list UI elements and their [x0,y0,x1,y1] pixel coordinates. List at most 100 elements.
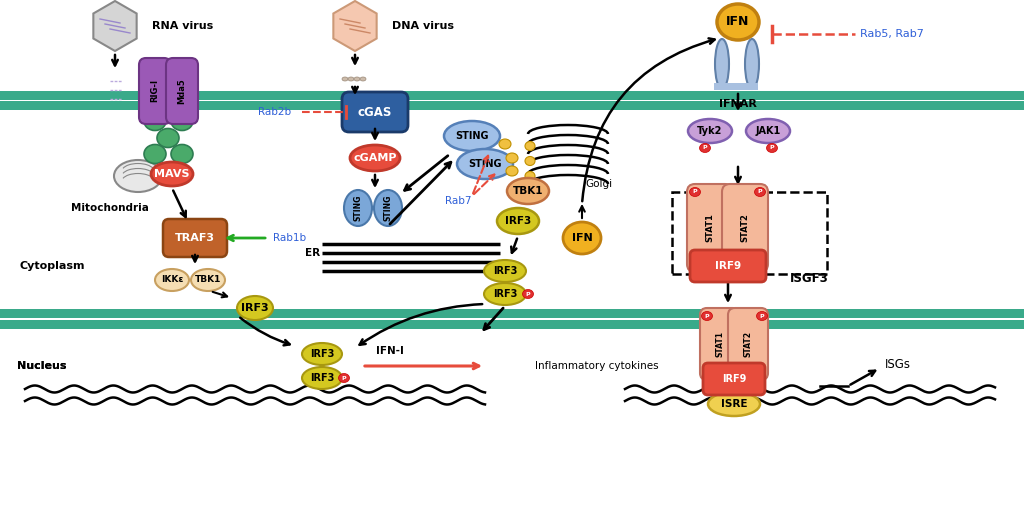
Text: TBK1: TBK1 [513,186,544,196]
Text: STAT2: STAT2 [743,331,753,357]
Text: STAT2: STAT2 [740,214,750,242]
Text: P: P [702,146,708,150]
Ellipse shape [755,187,766,197]
Ellipse shape [354,77,360,81]
Ellipse shape [171,145,193,164]
FancyBboxPatch shape [342,92,408,132]
Ellipse shape [689,187,700,197]
Ellipse shape [339,373,349,382]
Text: RNA virus: RNA virus [152,21,213,31]
Text: IFN: IFN [571,233,592,243]
Ellipse shape [374,190,402,226]
Text: STAT1: STAT1 [716,331,725,357]
Ellipse shape [525,141,535,150]
Text: JAK1: JAK1 [756,126,780,136]
Text: TRAF3: TRAF3 [175,233,215,243]
Text: STAT1: STAT1 [706,214,715,242]
Text: IRF3: IRF3 [505,216,531,226]
Text: IRF3: IRF3 [493,289,517,299]
Ellipse shape [715,39,729,89]
FancyBboxPatch shape [703,363,765,395]
Text: IRF3: IRF3 [310,349,334,359]
Text: P: P [525,291,530,297]
Text: RIG-I: RIG-I [151,79,160,103]
Text: IRF3: IRF3 [310,373,334,383]
FancyBboxPatch shape [687,184,733,272]
Text: Cytoplasm: Cytoplasm [19,261,85,271]
Text: P: P [770,146,774,150]
Ellipse shape [506,153,518,163]
Ellipse shape [525,171,535,180]
Text: ER: ER [305,248,321,258]
Text: P: P [342,376,346,380]
Ellipse shape [348,77,354,81]
Text: IFNAR: IFNAR [719,99,757,109]
Text: P: P [692,189,697,195]
Text: Rab2b: Rab2b [258,107,292,117]
Text: P: P [758,189,762,195]
Text: IRF9: IRF9 [715,261,741,271]
Text: Golgi: Golgi [585,179,612,189]
FancyBboxPatch shape [163,219,227,257]
Text: IRF3: IRF3 [493,266,517,276]
Text: STING: STING [353,195,362,221]
Ellipse shape [302,343,342,365]
Bar [0,102,1024,110]
Ellipse shape [237,296,273,320]
Text: TBK1: TBK1 [195,276,221,285]
Text: STING: STING [384,195,392,221]
FancyBboxPatch shape [700,308,740,380]
Text: Mitochondria: Mitochondria [71,203,148,213]
Ellipse shape [157,128,179,147]
Ellipse shape [701,311,713,320]
Text: DNA virus: DNA virus [392,21,454,31]
FancyBboxPatch shape [722,184,768,272]
Text: Rab5, Rab7: Rab5, Rab7 [860,29,924,39]
Ellipse shape [171,112,193,130]
Ellipse shape [757,311,768,320]
Ellipse shape [563,222,601,254]
Text: cGAS: cGAS [357,106,392,118]
Ellipse shape [507,178,549,204]
Text: STING: STING [468,159,502,169]
Ellipse shape [342,77,348,81]
Ellipse shape [484,283,526,305]
Text: Nucleus: Nucleus [17,361,67,371]
Text: Nucleus: Nucleus [17,361,67,371]
Text: ISGF3: ISGF3 [790,271,828,285]
Ellipse shape [344,190,372,226]
Ellipse shape [525,157,535,166]
Bar [714,83,758,90]
Text: Rab1b: Rab1b [273,233,306,243]
Ellipse shape [155,269,189,291]
Ellipse shape [360,77,366,81]
Text: ISRE: ISRE [721,399,748,409]
Text: Rab7: Rab7 [444,196,471,206]
Ellipse shape [767,144,777,153]
Ellipse shape [746,119,790,143]
Ellipse shape [708,392,760,416]
FancyBboxPatch shape [728,308,768,380]
Text: IRF3: IRF3 [242,303,269,313]
Text: IFN: IFN [726,15,750,28]
Ellipse shape [497,208,539,234]
FancyBboxPatch shape [166,58,198,124]
Text: Tyk2: Tyk2 [697,126,723,136]
Ellipse shape [191,269,225,291]
Ellipse shape [699,144,711,153]
Ellipse shape [457,149,513,179]
Text: P: P [760,313,764,319]
FancyBboxPatch shape [690,250,766,282]
Ellipse shape [114,160,162,192]
Ellipse shape [144,112,166,130]
Text: STING: STING [456,131,488,141]
Ellipse shape [717,4,759,40]
FancyBboxPatch shape [139,58,171,124]
Text: cGAMP: cGAMP [353,153,396,163]
Ellipse shape [151,162,193,186]
Bar [0,319,1024,329]
Ellipse shape [506,166,518,176]
Ellipse shape [144,145,166,164]
Bar [0,92,1024,100]
Ellipse shape [444,121,500,151]
